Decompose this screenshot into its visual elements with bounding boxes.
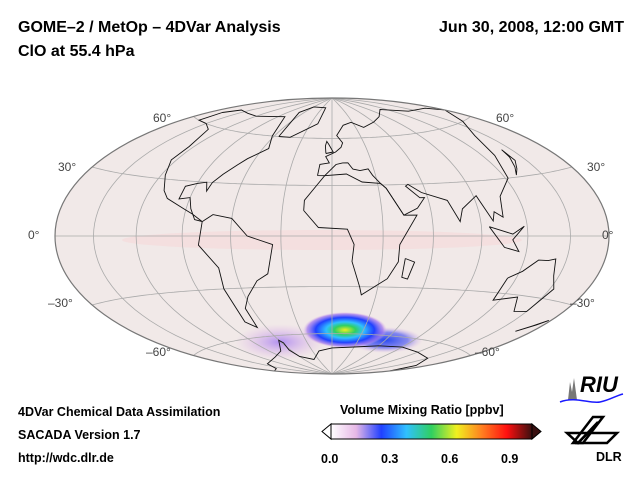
coastline (278, 106, 327, 138)
coastline (303, 173, 418, 296)
coastline (266, 339, 429, 372)
lat-label-60n-left: 60° (153, 111, 172, 125)
coastline (501, 149, 518, 176)
coastline (515, 319, 549, 332)
coastline (401, 258, 416, 280)
lat-label-30s-left: –30° (48, 296, 73, 310)
coastline (197, 214, 274, 329)
coastline (317, 107, 509, 223)
footer-link[interactable]: http://wdc.dlr.de (18, 451, 114, 465)
colorbar-tick: 0.0 (321, 452, 339, 466)
title: GOME–2 / MetOp – 4DVar Analysis (18, 19, 281, 36)
riu-logo-text: RIU (580, 372, 618, 397)
colorbar-tick: 0.9 (501, 452, 519, 466)
parallel (193, 333, 471, 356)
subtitle: ClO at 55.4 hPa (18, 43, 135, 60)
colorbar-title: Volume Mixing Ratio [ppbv] (340, 403, 504, 417)
riu-logo (559, 378, 624, 404)
coastline (492, 258, 557, 313)
footer-line1: 4DVar Chemical Data Assimilation (18, 405, 221, 419)
coastline (324, 140, 334, 154)
colorbar-tick: 0.3 (381, 452, 399, 466)
lat-label-eq-right: 0° (602, 228, 614, 242)
parallel (91, 286, 573, 306)
dlr-logo (563, 415, 621, 445)
lat-label-60s-right: –60° (475, 345, 500, 359)
parallel (91, 166, 573, 186)
lat-label-60n-right: 60° (496, 111, 515, 125)
graticule (55, 98, 609, 374)
parallel (193, 116, 471, 139)
footer-line2: SACADA Version 1.7 (18, 428, 141, 442)
dlr-logo-text: DLR (596, 450, 622, 464)
map-border (54, 97, 610, 375)
lat-label-60s-left: –60° (146, 345, 171, 359)
lat-label-30s-right: –30° (570, 296, 595, 310)
coastline (163, 109, 286, 223)
lat-label-30n-left: 30° (58, 160, 77, 174)
coastline (488, 225, 525, 253)
lat-label-eq-left: 0° (28, 228, 40, 242)
datetime: Jun 30, 2008, 12:00 GMT (439, 19, 624, 36)
coastlines (163, 106, 557, 372)
colorbar-tick: 0.6 (441, 452, 459, 466)
lat-label-30n-right: 30° (587, 160, 606, 174)
colorbar (321, 422, 542, 441)
